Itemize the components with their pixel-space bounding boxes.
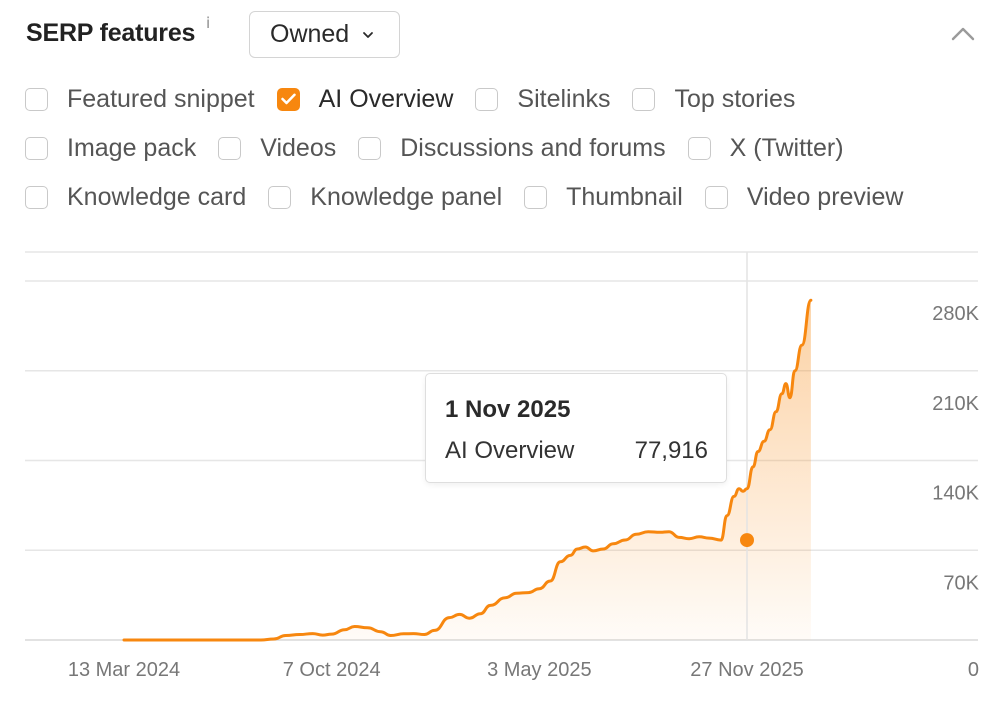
x-axis: 13 Mar 2024 7 Oct 2024 3 May 2025 27 Nov 20… — [68, 659, 804, 681]
checkbox-checked[interactable] — [276, 87, 300, 111]
section-title: SERP features — [26, 19, 196, 47]
filter-video-preview[interactable]: Video preview — [704, 182, 904, 212]
dropdown-value: Owned — [270, 20, 350, 48]
y-tick-label: 70K — [943, 572, 979, 594]
checkbox[interactable] — [632, 87, 656, 111]
filter-label: Knowledge panel — [310, 182, 503, 211]
checkbox[interactable] — [524, 185, 548, 209]
collapse-button[interactable] — [948, 22, 978, 46]
filter-x-twitter[interactable]: X (Twitter) — [687, 133, 844, 163]
checkbox[interactable] — [358, 136, 382, 160]
checkbox[interactable] — [704, 185, 728, 209]
checkbox[interactable] — [475, 87, 499, 111]
x-tick-label: 13 Mar 2024 — [68, 659, 180, 681]
filter-label: Video preview — [746, 182, 904, 211]
series-line-ai-overview[interactable] — [122, 298, 813, 642]
filter-image-pack[interactable]: Image pack — [25, 134, 196, 163]
filter-sitelinks[interactable]: Sitelinks — [475, 85, 610, 114]
y-tick-label: 210K — [932, 393, 979, 415]
filter-knowledge-panel[interactable]: Knowledge panel — [268, 183, 502, 212]
filter-row-2: Image pack Videos Discussions and forums… — [25, 133, 844, 163]
checkbox[interactable] — [25, 185, 48, 209]
owned-dropdown[interactable]: Owned — [249, 11, 400, 58]
x-tick-label: 27 Nov 2025 — [690, 659, 803, 681]
chevron-up-icon — [951, 27, 975, 41]
chevron-down-icon — [363, 31, 374, 38]
checkbox[interactable] — [218, 136, 242, 160]
y-tick-label: 140K — [932, 483, 979, 505]
check-icon — [280, 93, 296, 105]
filter-label: Videos — [260, 133, 337, 162]
filter-label: Featured snippet — [67, 84, 255, 113]
filter-row-1: Featured snippet AI Overview Sitelinks T… — [25, 84, 795, 114]
filter-label: X (Twitter) — [729, 133, 844, 162]
filter-knowledge-card[interactable]: Knowledge card — [25, 183, 246, 212]
series-area — [124, 300, 811, 640]
filter-top-stories[interactable]: Top stories — [632, 85, 795, 114]
checkbox[interactable] — [25, 87, 48, 111]
info-icon[interactable]: i — [206, 14, 211, 32]
y-tick-label: 0 — [968, 659, 979, 681]
tooltip-date: 1 Nov 2025 — [445, 396, 571, 423]
filter-ai-overview[interactable]: AI Overview — [276, 84, 454, 114]
filter-label: Thumbnail — [566, 182, 683, 211]
tooltip-series-label: AI Overview — [445, 437, 575, 464]
checkbox[interactable] — [687, 136, 711, 160]
filter-label: Knowledge card — [67, 182, 247, 211]
filter-discussions-forums[interactable]: Discussions and forums — [358, 133, 666, 163]
filter-label: Discussions and forums — [400, 133, 666, 162]
y-axis: 0 70K 140K 210K 280K — [932, 303, 979, 681]
filter-label: AI Overview — [318, 84, 454, 113]
x-tick-label: 7 Oct 2024 — [283, 659, 381, 681]
tooltip-value: 77,916 — [634, 437, 708, 464]
y-tick-label: 280K — [932, 303, 979, 325]
checkbox[interactable] — [268, 185, 292, 209]
filter-videos[interactable]: Videos — [218, 134, 336, 163]
filter-thumbnail[interactable]: Thumbnail — [524, 183, 683, 212]
highlighted-point[interactable] — [740, 533, 754, 548]
serp-features-chart[interactable]: 0 70K 140K 210K 280K 13 Mar 2024 7 Oct 2024 3 … — [0, 230, 1002, 707]
filter-label: Top stories — [674, 84, 796, 113]
filter-row-3: Knowledge card Knowledge panel Thumbnail… — [25, 182, 903, 212]
chart-tooltip: 1 Nov 2025 AI Overview 77,916 — [425, 373, 727, 483]
checkbox[interactable] — [25, 136, 48, 160]
x-tick-label: 3 May 2025 — [487, 659, 592, 681]
filter-label: Image pack — [67, 133, 197, 162]
filter-label: Sitelinks — [517, 84, 611, 113]
filter-featured-snippet[interactable]: Featured snippet — [25, 85, 255, 114]
